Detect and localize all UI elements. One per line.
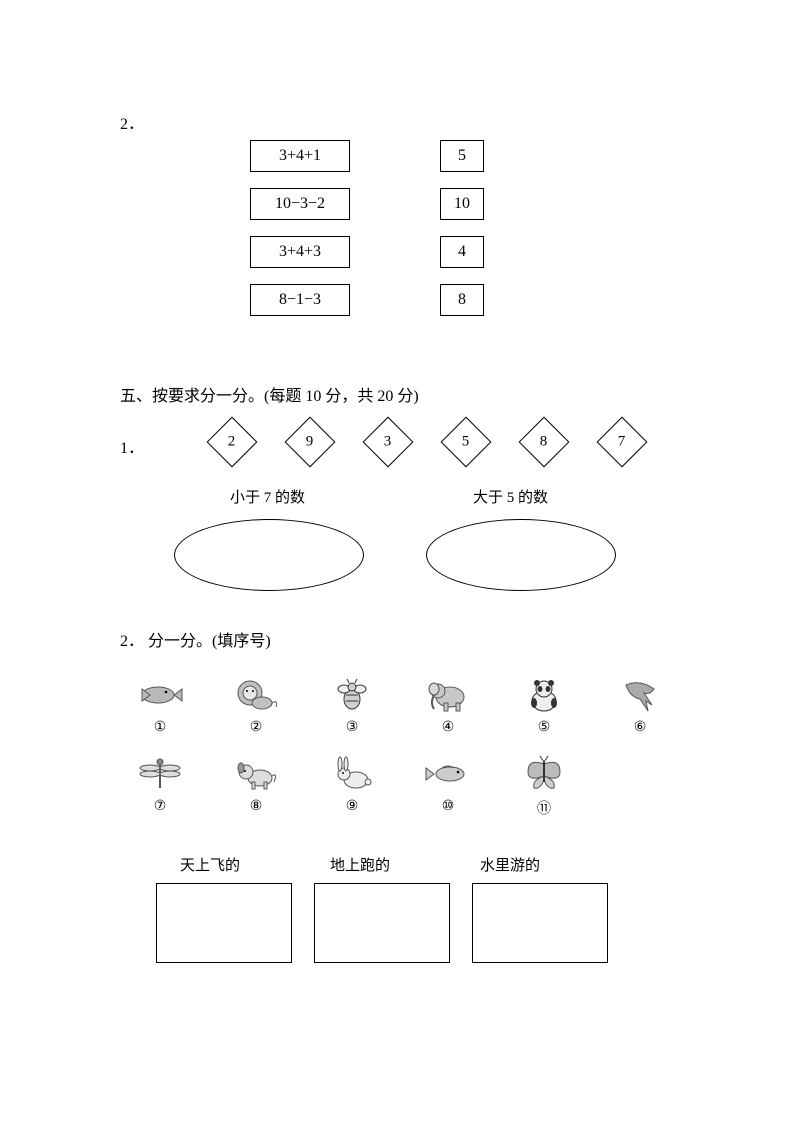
animal-swallow: ⑥ <box>610 675 670 736</box>
diamond: 9 <box>285 417 336 468</box>
animal-fish: ① <box>130 675 190 736</box>
answer-box: 10 <box>440 188 484 220</box>
match-right-col: 5 10 4 8 <box>440 140 490 332</box>
box-run <box>314 883 450 963</box>
diamond: 5 <box>441 417 492 468</box>
category2-boxes <box>156 883 703 963</box>
fish2-icon <box>424 754 472 794</box>
oval-less-than-7 <box>174 519 364 591</box>
animal-label: ⑤ <box>538 719 551 736</box>
animal-bee: ③ <box>322 675 382 736</box>
answer-box: 4 <box>440 236 484 268</box>
label-run: 地上跑的 <box>330 854 390 875</box>
answer-box: 8 <box>440 284 484 316</box>
expr-box: 3+4+3 <box>250 236 350 268</box>
match-left-col: 3+4+1 10−3−2 3+4+3 8−1−3 <box>250 140 360 332</box>
q5-1-number: 1． <box>120 434 144 458</box>
animal-elephant: ④ <box>418 675 478 736</box>
animal-grid: ① ② <box>130 675 703 818</box>
diamond-row: 2 9 3 5 8 7 <box>214 424 640 460</box>
expr-box: 3+4+1 <box>250 140 350 172</box>
q5-2-title: 2． 分一分。(填序号) <box>120 627 703 651</box>
fish-icon <box>136 675 184 715</box>
animal-rabbit: ⑨ <box>322 754 382 818</box>
animal-label: ⑩ <box>442 798 455 815</box>
animal-lion: ② <box>226 675 286 736</box>
box-swim <box>472 883 608 963</box>
butterfly-icon <box>520 754 568 794</box>
expr-box: 10−3−2 <box>250 188 350 220</box>
animal-label: ③ <box>346 719 359 736</box>
oval-greater-than-5 <box>426 519 616 591</box>
animal-label: ⑦ <box>154 798 167 815</box>
match-area: 3+4+1 10−3−2 3+4+3 8−1−3 5 10 4 8 <box>250 140 703 350</box>
animal-dragonfly: ⑦ <box>130 754 190 818</box>
elephant-icon <box>424 675 472 715</box>
animal-label: ⑪ <box>537 798 551 818</box>
animal-label: ① <box>154 719 167 736</box>
q2-number: 2． <box>120 110 703 134</box>
animal-butterfly: ⑪ <box>514 754 574 818</box>
section5-title: 五、按要求分一分。(每题 10 分，共 20 分) <box>120 382 703 406</box>
expr-box: 8−1−3 <box>250 284 350 316</box>
label-greater-than-5: 大于 5 的数 <box>473 486 548 507</box>
label-fly: 天上飞的 <box>180 854 240 875</box>
label-swim: 水里游的 <box>480 854 540 875</box>
category-labels: 小于 7 的数 大于 5 的数 <box>230 486 703 507</box>
category2-labels: 天上飞的 地上跑的 水里游的 <box>180 854 703 875</box>
box-fly <box>156 883 292 963</box>
animal-dog: ⑧ <box>226 754 286 818</box>
oval-row <box>174 519 703 591</box>
animal-panda: ⑤ <box>514 675 574 736</box>
swallow-icon <box>616 675 664 715</box>
bee-icon <box>328 675 376 715</box>
rabbit-icon <box>328 754 376 794</box>
animal-label: ⑧ <box>250 798 263 815</box>
panda-icon <box>520 675 568 715</box>
animal-label: ④ <box>442 719 455 736</box>
lion-icon <box>232 675 280 715</box>
label-less-than-7: 小于 7 的数 <box>230 486 305 507</box>
diamond: 3 <box>363 417 414 468</box>
animal-label: ② <box>250 719 263 736</box>
dog-icon <box>232 754 280 794</box>
animal-label: ⑥ <box>634 719 647 736</box>
animal-fish2: ⑩ <box>418 754 478 818</box>
diamond: 8 <box>519 417 570 468</box>
dragonfly-icon <box>136 754 184 794</box>
answer-box: 5 <box>440 140 484 172</box>
animal-label: ⑨ <box>346 798 359 815</box>
diamond: 2 <box>207 417 258 468</box>
diamond: 7 <box>597 417 648 468</box>
